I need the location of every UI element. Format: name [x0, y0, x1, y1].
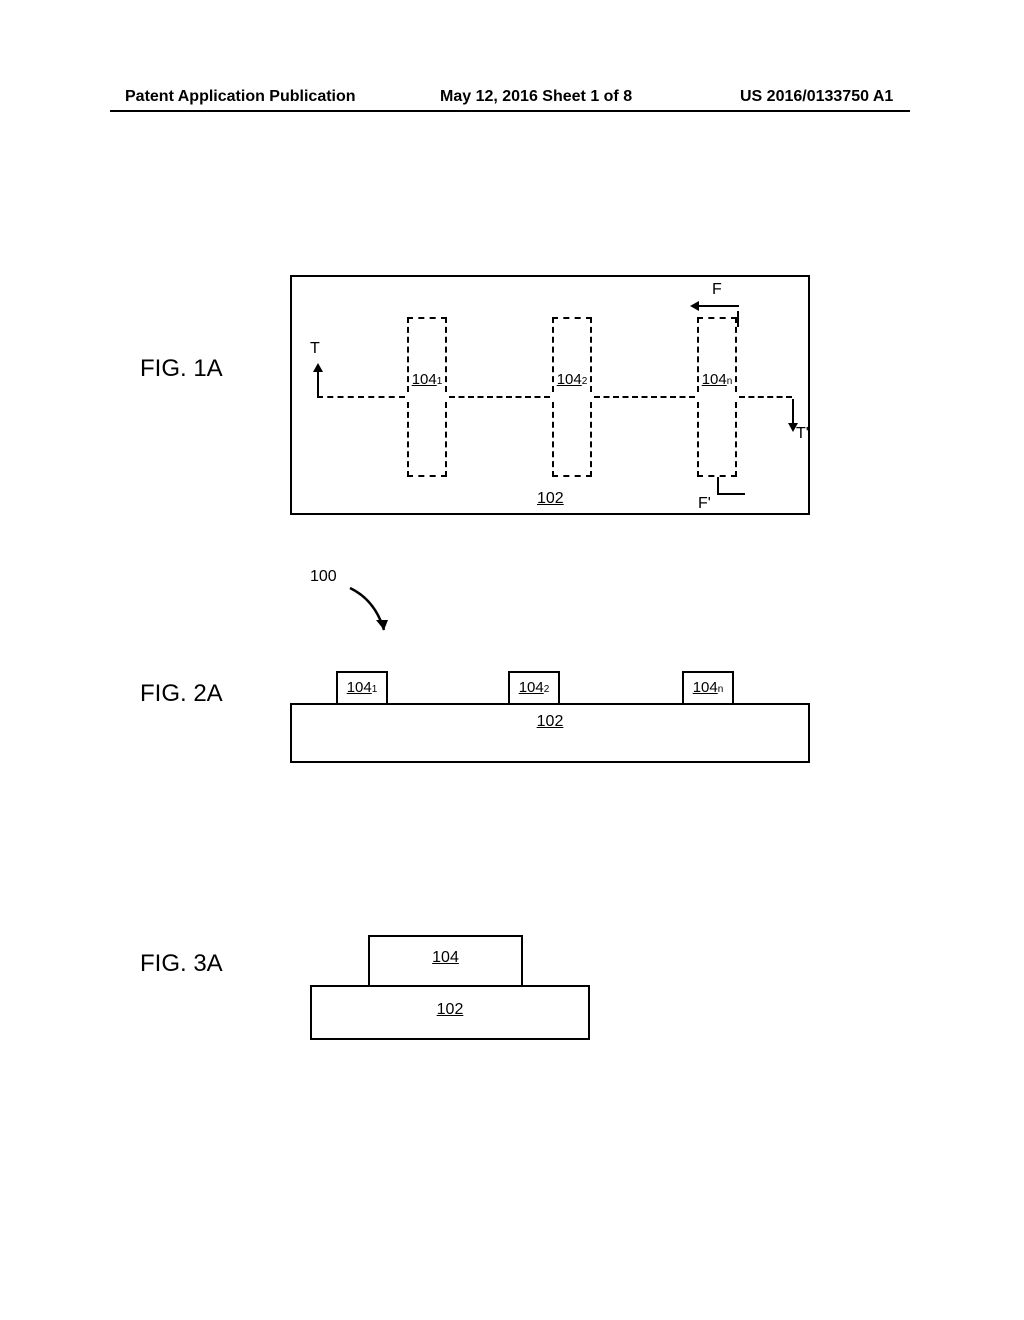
ref-num: 104 — [519, 679, 544, 696]
fig1-box1-upper: 1041 — [407, 317, 447, 392]
ref-sub: 2 — [582, 376, 588, 387]
fig1-box3-lower — [697, 402, 737, 477]
lead-100-text: 100 — [310, 568, 337, 586]
fig1-label: FIG. 1A — [140, 355, 223, 383]
page: Patent Application Publication May 12, 2… — [0, 0, 1024, 1320]
fig1-box1-label: 1041 — [412, 371, 443, 388]
arrow-f — [690, 301, 739, 327]
ref-num: 104 — [702, 371, 727, 388]
letter-f: F — [712, 281, 722, 299]
fig1-box3-label: 104n — [702, 371, 733, 388]
fig2-frame: 102 1041 1042 104n — [290, 665, 810, 763]
fig2-substrate: 102 — [290, 703, 810, 763]
fig1-frame: 1041 1042 104n T — [290, 275, 810, 515]
ref-num: 104 — [412, 371, 437, 388]
ref-num: 104 — [693, 679, 718, 696]
fig3-substrate: 102 — [310, 985, 590, 1040]
header-left: Patent Application Publication — [125, 88, 356, 106]
fig2-fin2: 1042 — [508, 671, 560, 705]
fig3-fin-ref: 104 — [432, 949, 459, 967]
fig2-label: FIG. 2A — [140, 680, 223, 708]
arrow-t — [313, 363, 323, 396]
ref-sub: 2 — [544, 684, 550, 695]
ref-num: 104 — [557, 371, 582, 388]
ref-num: 104 — [347, 679, 372, 696]
fig3-substrate-ref: 102 — [437, 1001, 464, 1019]
header-right: US 2016/0133750 A1 — [740, 88, 893, 106]
cut-seg — [594, 396, 695, 398]
lead-100: 100 — [320, 570, 440, 650]
letter-fp: F' — [698, 495, 711, 513]
fig3-fin: 104 — [368, 935, 523, 987]
arrow-fp — [717, 477, 745, 495]
ref-sub: 1 — [437, 376, 443, 387]
fig3-frame: 102 104 — [310, 930, 590, 1040]
fig1-box2-lower — [552, 402, 592, 477]
ref-sub: n — [718, 684, 724, 695]
fig1-box3-upper: 104n — [697, 317, 737, 392]
cut-seg — [317, 396, 405, 398]
cut-seg — [739, 396, 792, 398]
header-mid: May 12, 2016 Sheet 1 of 8 — [440, 88, 632, 106]
fig1-box2-upper: 1042 — [552, 317, 592, 392]
fig3-label: FIG. 3A — [140, 950, 223, 978]
letter-t: T — [310, 340, 320, 358]
cut-seg — [449, 396, 550, 398]
fig2-fin1: 1041 — [336, 671, 388, 705]
ref-sub: n — [727, 376, 733, 387]
fig1-substrate-ref: 102 — [537, 490, 564, 508]
header-rule — [110, 110, 910, 112]
fig1-box1-lower — [407, 402, 447, 477]
letter-tp: T' — [796, 425, 809, 443]
fig1-box2-label: 1042 — [557, 371, 588, 388]
ref-sub: 1 — [372, 684, 378, 695]
fig2-substrate-ref: 102 — [537, 713, 564, 731]
fig2-fin3: 104n — [682, 671, 734, 705]
